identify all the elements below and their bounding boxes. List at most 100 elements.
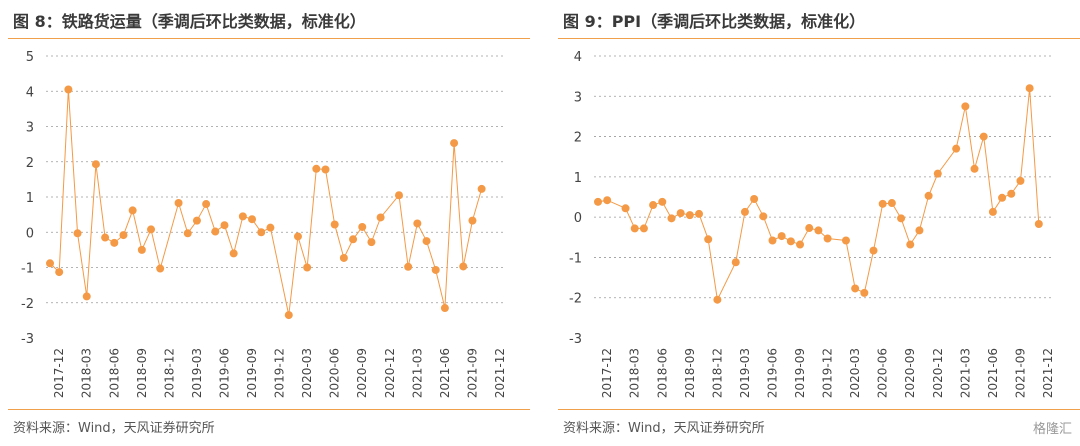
x-tick-label: 2020-06 xyxy=(876,348,890,398)
data-point xyxy=(137,245,146,254)
x-tick-label: 2020-03 xyxy=(848,348,862,398)
data-point xyxy=(676,209,685,218)
x-tick-label: 2017-12 xyxy=(52,348,66,398)
data-point xyxy=(128,206,137,215)
y-tick-label: 2 xyxy=(574,131,582,146)
data-point xyxy=(667,214,676,223)
x-tick-label: 2020-09 xyxy=(903,348,917,398)
data-point xyxy=(924,191,933,200)
data-point xyxy=(73,229,82,238)
y-tick-label: 4 xyxy=(574,50,582,65)
data-point xyxy=(156,264,165,273)
x-tick-label: 2018-12 xyxy=(162,348,176,398)
data-point xyxy=(220,221,229,230)
y-tick-label: 3 xyxy=(26,121,34,136)
data-point xyxy=(55,268,64,277)
source-rule xyxy=(8,409,530,410)
data-point xyxy=(1025,84,1034,93)
data-point xyxy=(119,231,128,240)
y-tick-label: 1 xyxy=(26,191,34,206)
x-tick-label: 2018-03 xyxy=(80,348,94,398)
data-point xyxy=(257,228,266,237)
x-tick-label: 2021-12 xyxy=(1041,348,1055,398)
x-tick-label: 2020-03 xyxy=(300,348,314,398)
title-rule xyxy=(558,38,1080,39)
data-point xyxy=(431,265,440,274)
data-point xyxy=(91,160,100,169)
data-point xyxy=(349,235,358,244)
data-point xyxy=(293,232,302,241)
x-tick-label: 2020-12 xyxy=(383,348,397,398)
data-point xyxy=(330,220,339,229)
line-chart-railway: -3 -2 -1 0 1 2 3 4 5 2017-12 2018-03 2018-06 2018-09… xyxy=(21,50,507,398)
data-point xyxy=(211,227,220,236)
data-point xyxy=(64,85,73,94)
data-point xyxy=(413,219,422,228)
data-point xyxy=(321,165,330,174)
x-tick-label: 2019-12 xyxy=(821,348,835,398)
x-tick-label: 2019-06 xyxy=(765,348,779,398)
watermark-logo: 格隆汇 xyxy=(1032,422,1072,437)
data-point xyxy=(685,211,694,220)
data-point xyxy=(759,212,768,221)
data-point xyxy=(174,198,183,207)
data-point xyxy=(814,226,823,235)
x-tick-label: 2020-12 xyxy=(931,348,945,398)
data-point xyxy=(998,193,1007,202)
data-point xyxy=(897,214,906,223)
data-point xyxy=(46,259,54,268)
x-tick-label: 2019-03 xyxy=(738,348,752,398)
data-point xyxy=(339,253,348,262)
data-point xyxy=(459,262,468,271)
y-tick-label: -3 xyxy=(569,332,582,347)
y-tick-label: 1 xyxy=(574,171,582,186)
data-point xyxy=(933,169,942,178)
y-tick-label: -1 xyxy=(21,262,34,277)
data-point xyxy=(312,164,321,173)
data-point xyxy=(750,195,759,204)
x-tick-label: 2019-12 xyxy=(273,348,287,398)
title-rule xyxy=(8,38,530,39)
source-note: 资料来源：Wind，天风证券研究所 xyxy=(13,421,215,436)
data-point xyxy=(952,144,961,153)
y-tick-label: -3 xyxy=(21,332,34,347)
data-point xyxy=(192,216,201,225)
data-point xyxy=(805,224,814,233)
data-point xyxy=(468,216,477,225)
line-chart-ppi: -3 -2 -1 0 1 2 3 4 2017-12 2018-03 2018-06 2018-09 2… xyxy=(569,50,1055,398)
data-point xyxy=(404,262,413,271)
data-point xyxy=(147,225,156,234)
y-tick-label: 0 xyxy=(26,226,34,241)
y-tick-label: 4 xyxy=(26,85,34,100)
data-point xyxy=(367,238,376,247)
y-tick-label: -2 xyxy=(569,292,582,307)
x-tick-label: 2018-12 xyxy=(710,348,724,398)
data-point xyxy=(979,132,988,141)
x-tick-label: 2021-03 xyxy=(410,348,424,398)
x-tick-label: 2020-09 xyxy=(355,348,369,398)
data-point xyxy=(851,284,860,293)
series-line xyxy=(597,88,1040,302)
data-point xyxy=(649,201,658,210)
data-point xyxy=(768,236,777,245)
chart-panel-railway: 图 8：铁路货运量（季调后环比类数据，标准化） -3 -2 -1 0 1 2 3 4 5 2017… xyxy=(0,0,530,446)
data-point xyxy=(440,304,449,313)
x-tick-label: 2019-09 xyxy=(245,348,259,398)
data-point xyxy=(183,229,192,238)
data-point xyxy=(422,237,431,246)
x-tick-label: 2018-09 xyxy=(683,348,697,398)
x-tick-label: 2019-03 xyxy=(190,348,204,398)
data-point xyxy=(202,200,211,209)
x-tick-label: 2018-06 xyxy=(655,348,669,398)
data-point xyxy=(786,237,795,246)
data-point xyxy=(621,204,630,213)
source-rule xyxy=(558,409,1080,410)
y-tick-label: -1 xyxy=(569,251,582,266)
data-point xyxy=(860,288,869,297)
data-point xyxy=(740,207,749,216)
x-tick-label: 2018-06 xyxy=(107,348,121,398)
data-point xyxy=(376,213,385,222)
data-point xyxy=(630,224,639,233)
data-point xyxy=(110,238,119,247)
data-point xyxy=(639,224,648,233)
